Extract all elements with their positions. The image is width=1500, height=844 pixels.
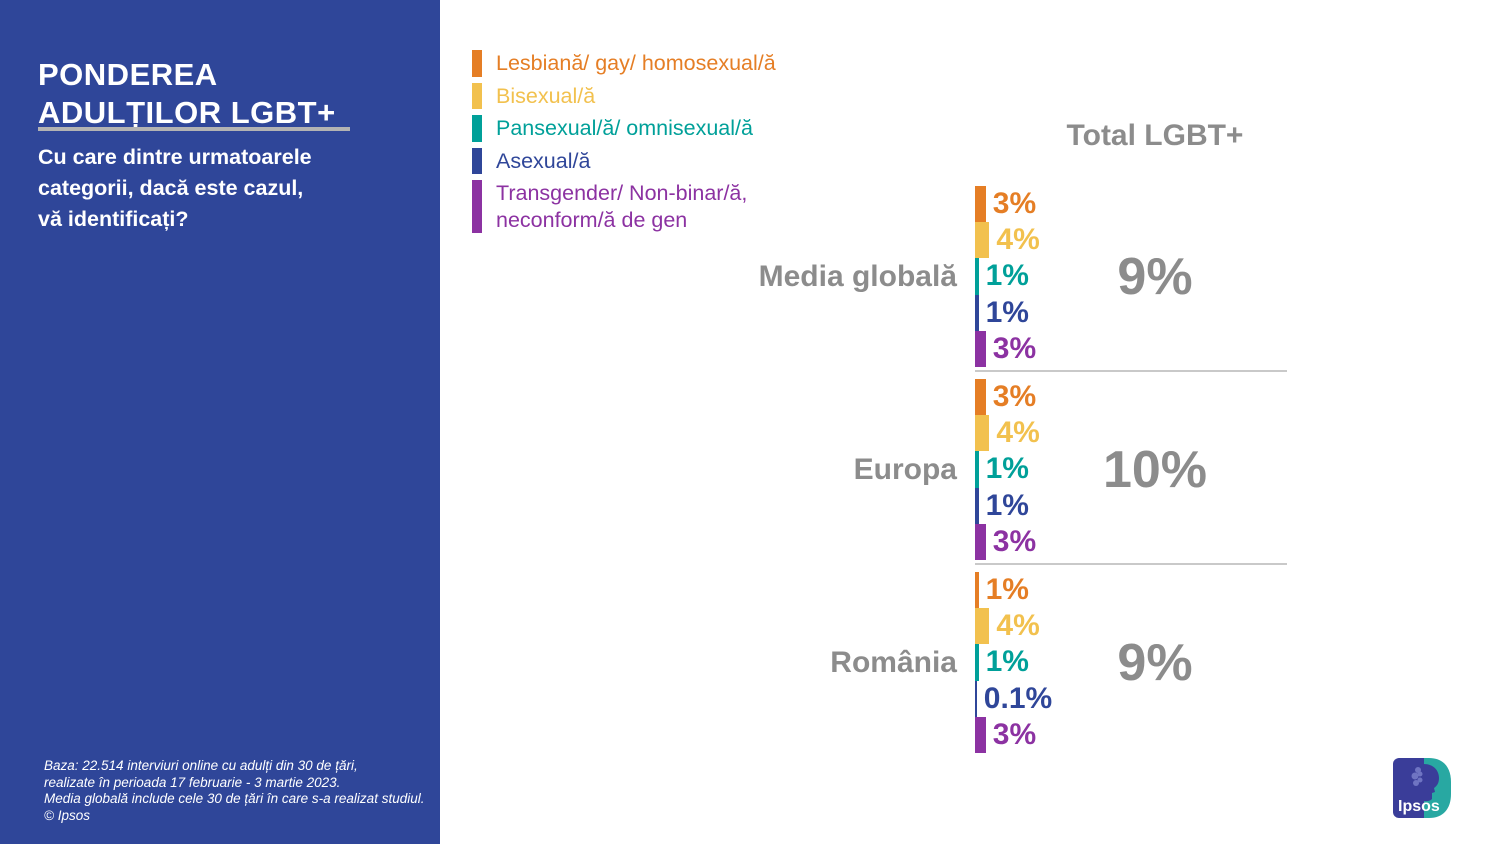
bar bbox=[975, 186, 986, 223]
legend-swatch bbox=[472, 50, 482, 77]
survey-question-line1: Cu care dintre urmatoarele bbox=[38, 145, 312, 169]
title-underline bbox=[38, 127, 350, 131]
bar bbox=[975, 716, 986, 753]
group-bars: 3% 4% 1% 1% 3% bbox=[975, 379, 1040, 560]
bar bbox=[975, 451, 979, 488]
page-title: PONDEREA ADULȚILOR LGBT+ bbox=[38, 56, 336, 132]
bar bbox=[975, 222, 990, 259]
legend-item: Transgender/ Non-binar/ă, neconform/ă de… bbox=[472, 180, 776, 233]
bar bbox=[975, 680, 977, 717]
group-total: 10% bbox=[1102, 440, 1208, 499]
bar-value-label: 1% bbox=[985, 573, 1029, 606]
bar bbox=[975, 258, 979, 295]
bar bbox=[975, 415, 990, 452]
group-bars: 3% 4% 1% 1% 3% bbox=[975, 186, 1040, 367]
survey-question: Cu care dintre urmatoarele categorii, da… bbox=[38, 142, 312, 235]
base-footnote: Baza: 22.514 interviuri online cu adulți… bbox=[44, 758, 424, 824]
group-total: 9% bbox=[1117, 633, 1193, 692]
bar-row: 4% bbox=[975, 222, 1040, 259]
footnote-line2: realizate în perioada 17 februarie - 3 m… bbox=[44, 774, 341, 790]
group-label: Media globală bbox=[758, 259, 957, 293]
bar bbox=[975, 379, 986, 416]
bar-value-label: 1% bbox=[985, 645, 1029, 679]
group-label: România bbox=[830, 645, 957, 679]
bar-row: 1% bbox=[975, 258, 1040, 295]
legend-label: Pansexual/ă/ omnisexual/ă bbox=[496, 116, 753, 140]
footnote-line3: Media globală include cele 30 de țări în… bbox=[44, 791, 425, 806]
page-title-line2: ADULȚILOR LGBT+ bbox=[38, 95, 336, 130]
ipsos-logo-text: Ipsos bbox=[1398, 798, 1440, 815]
bar-value-label: 1% bbox=[985, 488, 1029, 522]
legend-item: Bisexual/ă bbox=[472, 82, 776, 109]
legend-item: Pansexual/ă/ omnisexual/ă bbox=[472, 115, 776, 142]
bar-value-label: 3% bbox=[992, 717, 1037, 751]
bar-row: 3% bbox=[975, 716, 1052, 753]
ipsos-logo-graphic: Ipsos bbox=[1393, 758, 1451, 818]
bar-row: 3% bbox=[975, 330, 1040, 367]
legend-swatch bbox=[472, 147, 482, 174]
bar-value-label: 4% bbox=[996, 416, 1040, 450]
group-divider bbox=[975, 563, 1287, 565]
bar-value-label: 1% bbox=[985, 259, 1029, 293]
bar-row: 3% bbox=[975, 523, 1040, 560]
chart-group: Europa 3% 4% 1% 1% 3% 10% bbox=[0, 379, 1500, 560]
page-title-line1: PONDEREA bbox=[38, 57, 218, 92]
bar-value-label: 3% bbox=[992, 331, 1037, 365]
sidebar: PONDEREA ADULȚILOR LGBT+ Cu care dintre … bbox=[0, 0, 440, 844]
ipsos-logo: Ipsos bbox=[1393, 758, 1453, 818]
bar bbox=[975, 487, 979, 524]
footnote-line1: Baza: 22.514 interviuri online cu adulți… bbox=[44, 758, 358, 773]
chart-group: Media globală 3% 4% 1% 1% 3% 9% bbox=[0, 186, 1500, 367]
bar bbox=[975, 330, 986, 367]
bar-value-label: 1% bbox=[985, 295, 1029, 329]
survey-question-line3: vă identificați? bbox=[38, 207, 189, 231]
bar-value-label: 3% bbox=[992, 524, 1037, 558]
legend-swatch bbox=[472, 115, 482, 142]
group-label: Europa bbox=[853, 452, 957, 486]
total-lgbt-header: Total LGBT+ bbox=[1066, 119, 1244, 152]
legend-item: Asexual/ă bbox=[472, 147, 776, 174]
bar-row: 4% bbox=[975, 415, 1040, 452]
bar-value-label: 4% bbox=[996, 223, 1040, 257]
legend-item: Lesbiană/ gay/ homosexual/ă bbox=[472, 50, 776, 77]
bar bbox=[975, 294, 979, 331]
group-total: 9% bbox=[1117, 247, 1193, 306]
bar bbox=[975, 608, 990, 645]
bar bbox=[975, 644, 979, 681]
bar bbox=[975, 572, 979, 609]
bar-row: 1% bbox=[975, 487, 1040, 524]
bar-row: 1% bbox=[975, 644, 1052, 681]
bar-row: 3% bbox=[975, 379, 1040, 416]
bar-row: 0.1% bbox=[975, 680, 1053, 717]
bar-value-label: 1% bbox=[985, 452, 1029, 486]
bar bbox=[975, 523, 986, 560]
bar-value-label: 0.1% bbox=[983, 681, 1053, 715]
legend: Lesbiană/ gay/ homosexual/ă Bisexual/ă Pan… bbox=[472, 50, 776, 239]
legend-label: Asexual/ă bbox=[496, 148, 591, 173]
bar-row: 4% bbox=[975, 608, 1052, 645]
group-divider bbox=[975, 370, 1287, 372]
legend-label: Bisexual/ă bbox=[496, 83, 596, 108]
bar-value-label: 4% bbox=[996, 609, 1040, 643]
bar-row: 1% bbox=[975, 294, 1040, 331]
group-bars: 1% 4% 1% 0.1% 3% bbox=[975, 572, 1052, 753]
bar-row: 1% bbox=[975, 451, 1040, 488]
bar-value-label: 3% bbox=[992, 187, 1037, 220]
bar-value-label: 3% bbox=[992, 380, 1037, 413]
legend-swatch bbox=[472, 82, 482, 109]
legend-label: Transgender/ Non-binar/ă, neconform/ă de… bbox=[496, 181, 748, 232]
legend-label: Lesbiană/ gay/ homosexual/ă bbox=[496, 51, 776, 75]
survey-question-line2: categorii, dacă este cazul, bbox=[38, 176, 304, 200]
bar-row: 1% bbox=[975, 572, 1052, 609]
footnote-line4: © Ipsos bbox=[44, 807, 90, 823]
bar-row: 3% bbox=[975, 186, 1040, 223]
legend-swatch bbox=[472, 180, 482, 233]
bar-chart: Media globală 3% 4% 1% 1% 3% 9% Europa 3% 4% 1% 1% 3… bbox=[0, 186, 1500, 753]
chart-group: România 1% 4% 1% 0.1% 3% 9% bbox=[0, 572, 1500, 753]
